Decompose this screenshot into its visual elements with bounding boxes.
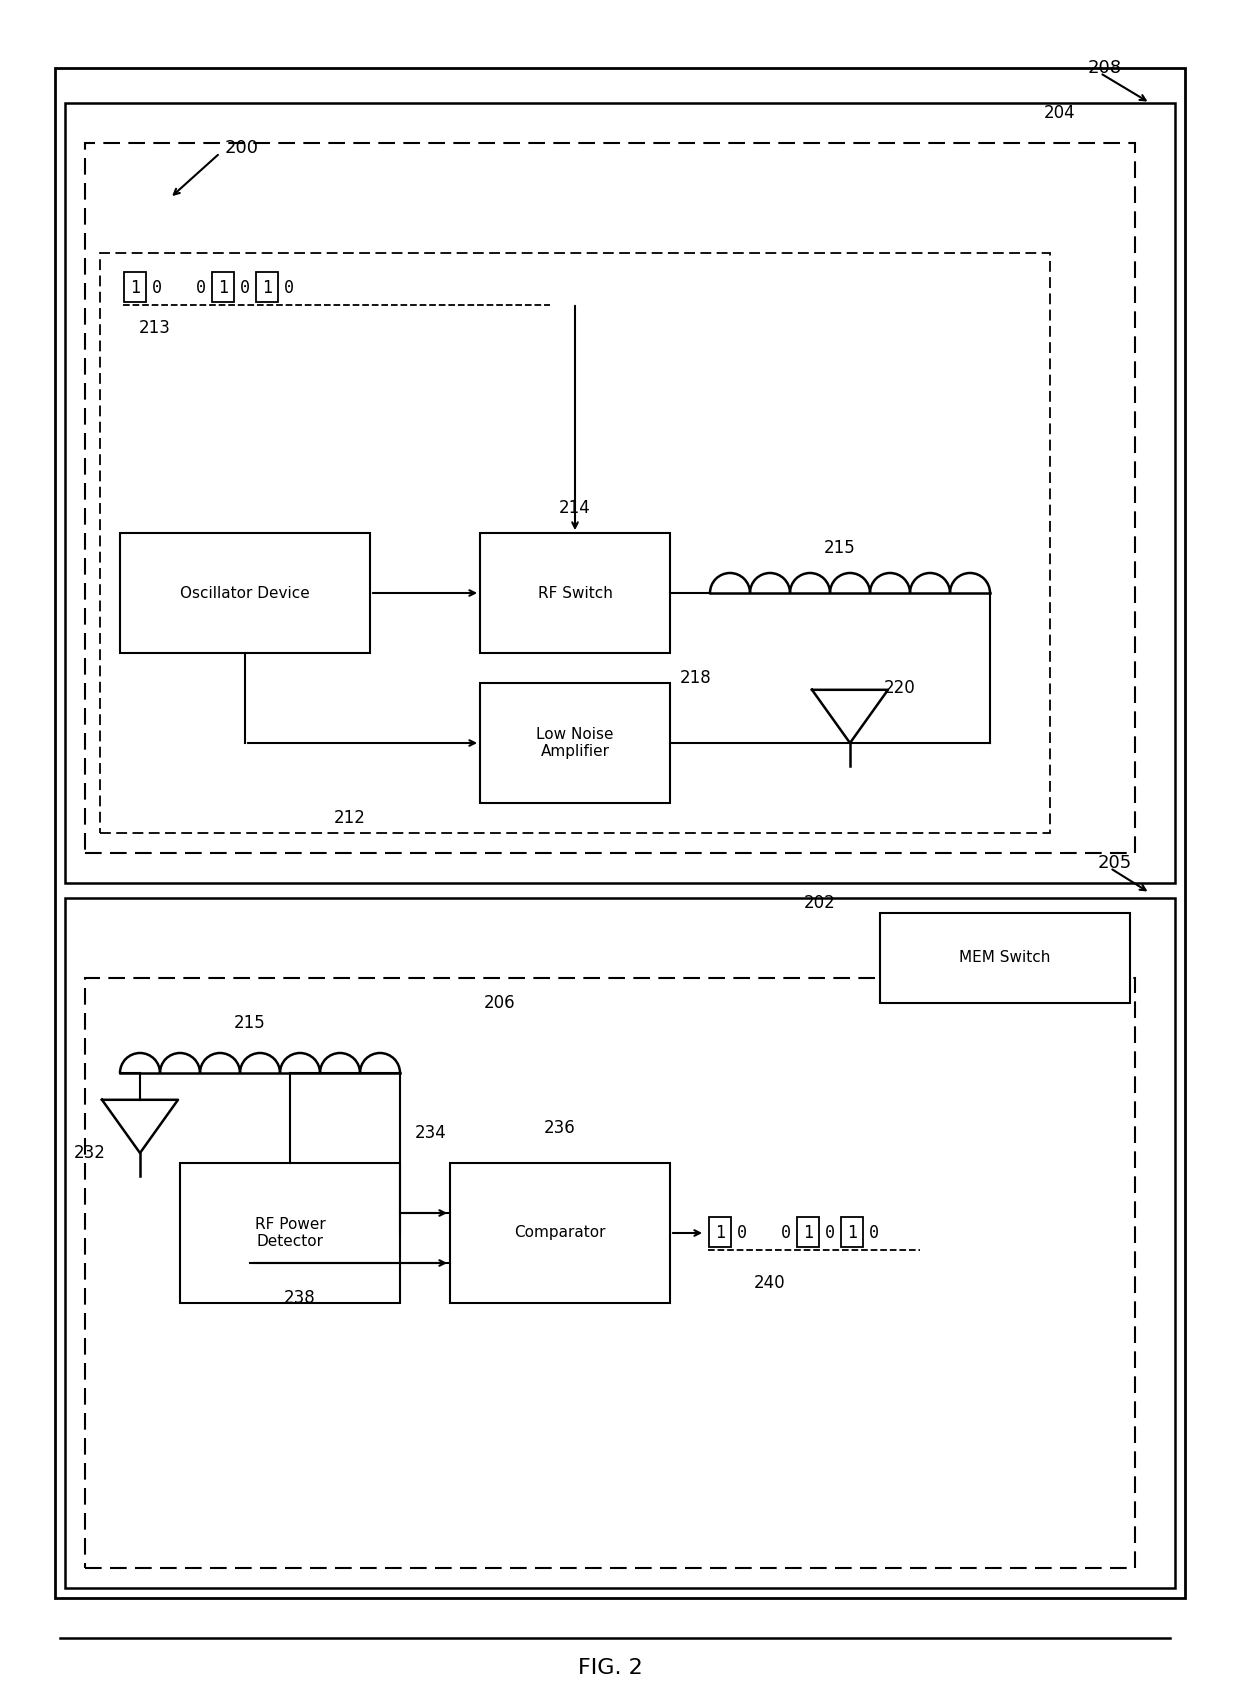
- Text: MEM Switch: MEM Switch: [960, 950, 1050, 966]
- Text: 206: 206: [484, 995, 516, 1012]
- Text: 0: 0: [737, 1224, 746, 1241]
- FancyBboxPatch shape: [64, 897, 1176, 1587]
- Text: 0: 0: [284, 279, 294, 296]
- Text: 1: 1: [804, 1224, 813, 1241]
- Text: 234: 234: [415, 1124, 446, 1143]
- Text: 213: 213: [139, 318, 171, 337]
- Bar: [86, 978, 1135, 1568]
- Text: RF Power
Detector: RF Power Detector: [254, 1218, 325, 1250]
- Text: 240: 240: [754, 1274, 786, 1293]
- Text: 220: 220: [884, 679, 916, 697]
- Text: 0: 0: [869, 1224, 879, 1241]
- Text: 202: 202: [804, 894, 836, 913]
- Text: 1: 1: [847, 1224, 857, 1241]
- Text: 205: 205: [1097, 853, 1132, 872]
- Text: RF Switch: RF Switch: [538, 586, 613, 601]
- Text: 238: 238: [284, 1289, 316, 1306]
- FancyBboxPatch shape: [55, 68, 1185, 1597]
- FancyBboxPatch shape: [880, 913, 1130, 1003]
- Text: 204: 204: [1044, 104, 1076, 123]
- Text: Low Noise
Amplifier: Low Noise Amplifier: [536, 727, 614, 760]
- Text: 0: 0: [241, 279, 250, 296]
- FancyBboxPatch shape: [120, 533, 370, 652]
- Text: 0: 0: [196, 279, 206, 296]
- Bar: [797, 1218, 818, 1247]
- Text: 232: 232: [74, 1144, 105, 1161]
- Bar: [841, 1218, 863, 1247]
- Bar: [124, 272, 146, 301]
- Text: 1: 1: [262, 279, 272, 296]
- FancyBboxPatch shape: [64, 102, 1176, 882]
- Text: 1: 1: [218, 279, 228, 296]
- Bar: [86, 143, 1135, 853]
- Text: 218: 218: [680, 669, 712, 686]
- Bar: [709, 1218, 732, 1247]
- FancyBboxPatch shape: [180, 1163, 401, 1303]
- Text: 0: 0: [781, 1224, 791, 1241]
- Text: 1: 1: [130, 279, 140, 296]
- Text: 1: 1: [715, 1224, 725, 1241]
- Text: 0: 0: [153, 279, 162, 296]
- Text: Oscillator Device: Oscillator Device: [180, 586, 310, 601]
- Text: Comparator: Comparator: [515, 1226, 606, 1240]
- FancyBboxPatch shape: [480, 533, 670, 652]
- Text: 208: 208: [1087, 60, 1122, 77]
- Text: 0: 0: [825, 1224, 835, 1241]
- Text: 236: 236: [544, 1119, 575, 1138]
- Bar: [100, 254, 1050, 833]
- Bar: [212, 272, 234, 301]
- Text: 200: 200: [224, 140, 259, 157]
- Text: 214: 214: [559, 499, 591, 518]
- Bar: [255, 272, 278, 301]
- Text: 215: 215: [234, 1013, 265, 1032]
- Text: 215: 215: [825, 540, 856, 557]
- Text: 212: 212: [334, 809, 366, 828]
- FancyBboxPatch shape: [480, 683, 670, 804]
- Text: FIG. 2: FIG. 2: [578, 1659, 642, 1677]
- FancyBboxPatch shape: [450, 1163, 670, 1303]
